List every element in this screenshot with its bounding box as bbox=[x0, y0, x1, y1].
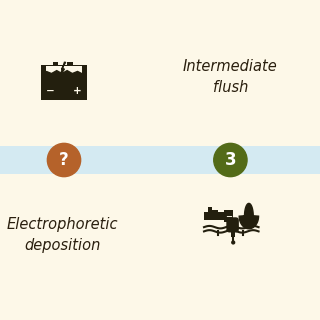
Bar bbox=[41, 65, 87, 76]
Polygon shape bbox=[239, 204, 259, 229]
Polygon shape bbox=[60, 62, 66, 76]
Bar bbox=[204, 212, 224, 220]
FancyBboxPatch shape bbox=[226, 217, 239, 232]
Text: ?: ? bbox=[59, 151, 69, 169]
Text: −: − bbox=[225, 212, 232, 220]
Bar bbox=[224, 210, 233, 222]
Bar bbox=[46, 67, 82, 75]
Text: Intermediate
flush: Intermediate flush bbox=[183, 59, 278, 95]
Bar bbox=[67, 62, 73, 69]
Bar bbox=[0, 147, 320, 173]
Text: 3: 3 bbox=[225, 151, 236, 169]
Text: +: + bbox=[73, 86, 82, 96]
Bar bbox=[231, 227, 235, 237]
Text: −: − bbox=[46, 86, 55, 96]
Circle shape bbox=[232, 241, 235, 244]
Circle shape bbox=[214, 143, 247, 177]
Bar bbox=[208, 207, 212, 212]
Polygon shape bbox=[46, 71, 82, 75]
Bar bbox=[52, 62, 58, 69]
Circle shape bbox=[47, 143, 81, 177]
Bar bbox=[41, 69, 87, 100]
Text: Electrophoretic
deposition: Electrophoretic deposition bbox=[7, 217, 118, 253]
Bar bbox=[212, 210, 218, 212]
